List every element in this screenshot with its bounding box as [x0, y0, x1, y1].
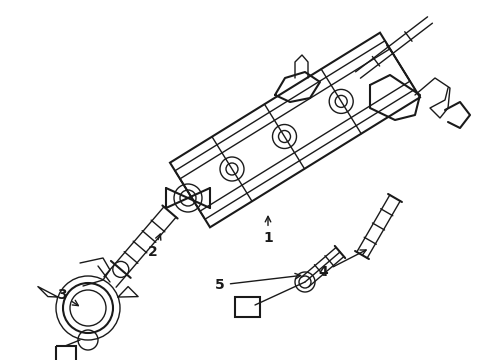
Text: 4: 4	[318, 250, 366, 279]
Text: 2: 2	[148, 234, 161, 259]
Text: 5: 5	[215, 273, 300, 292]
Text: 1: 1	[263, 216, 272, 245]
Text: 3: 3	[57, 288, 78, 306]
